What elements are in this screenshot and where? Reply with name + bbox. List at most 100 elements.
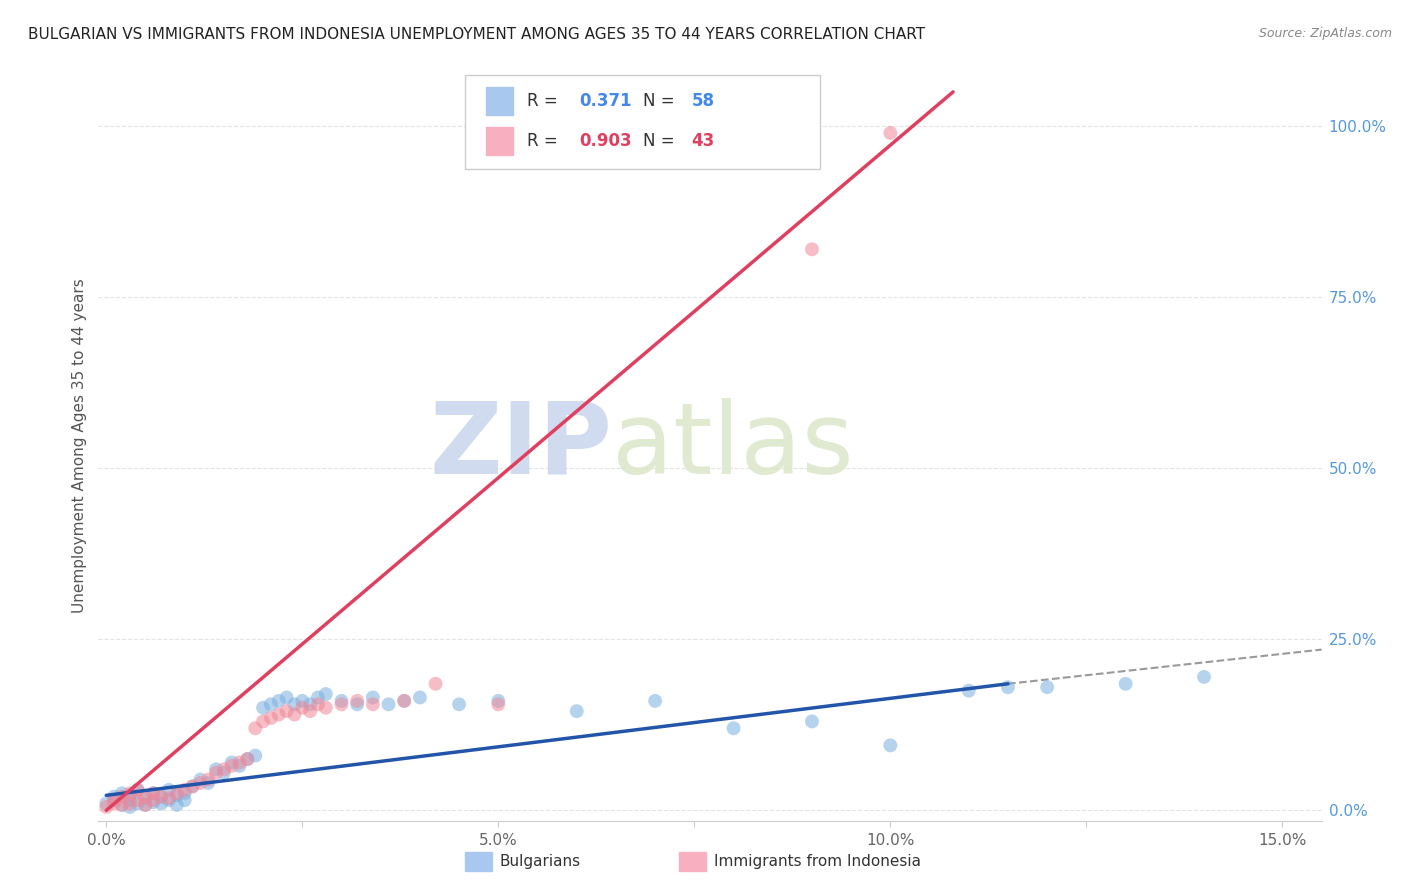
Point [157,793,180,807]
Text: Source: ZipAtlas.com: Source: ZipAtlas.com [1258,27,1392,40]
Point [166,789,188,803]
Text: BULGARIAN VS IMMIGRANTS FROM INDONESIA UNEMPLOYMENT AMONG AGES 35 TO 44 YEARS CO: BULGARIAN VS IMMIGRANTS FROM INDONESIA U… [28,27,925,42]
Point [173,782,195,797]
Point [188,776,212,790]
Point [307,698,329,712]
Text: 43: 43 [692,132,714,150]
Y-axis label: Unemployment Among Ages 35 to 44 years: Unemployment Among Ages 35 to 44 years [72,278,87,614]
Point [307,690,329,705]
Point [96,797,118,811]
Point [315,687,337,701]
Point [103,797,125,811]
FancyBboxPatch shape [465,75,820,169]
Point [425,677,447,691]
Point [291,700,314,714]
Point [409,690,432,705]
Text: ZIP: ZIP [429,398,612,494]
Point [997,680,1019,694]
Point [236,752,259,766]
Point [96,800,118,814]
Point [392,694,415,708]
Point [127,793,149,807]
Text: 0.371: 0.371 [579,92,631,111]
FancyBboxPatch shape [486,87,513,115]
Point [142,786,165,800]
Point [181,780,204,794]
Text: N =: N = [643,132,679,150]
Point [723,721,745,735]
Point [142,786,165,800]
Point [1036,680,1059,694]
Point [957,683,980,698]
Point [346,698,368,712]
Point [127,782,149,797]
Point [283,698,305,712]
Point [267,694,290,708]
Point [103,789,125,804]
Point [879,126,901,140]
Point [142,793,165,807]
FancyBboxPatch shape [486,127,513,154]
Point [1115,677,1137,691]
Text: Bulgarians: Bulgarians [499,854,581,869]
Point [291,694,314,708]
Point [486,694,509,708]
Point [252,700,274,714]
Point [111,786,134,800]
Point [245,721,267,735]
Point [166,786,188,800]
Point [221,756,243,770]
Point [134,797,156,812]
Point [150,789,173,804]
Text: R =: R = [526,92,562,111]
Point [212,765,235,780]
Point [127,782,149,797]
Point [377,698,399,712]
Point [260,698,283,712]
Point [134,797,156,812]
Point [157,782,180,797]
Point [118,800,141,814]
Point [644,694,666,708]
Point [299,704,322,718]
Point [252,714,274,729]
Point [260,711,283,725]
Point [197,776,219,790]
Point [103,793,125,807]
Point [150,789,173,804]
FancyBboxPatch shape [679,852,706,871]
Point [236,752,259,766]
Point [801,714,824,729]
Point [879,739,901,753]
Point [150,797,173,811]
FancyBboxPatch shape [465,852,492,871]
Point [801,242,824,256]
Point [245,748,267,763]
Point [276,704,298,718]
Point [134,791,156,805]
Text: 58: 58 [692,92,714,111]
Point [361,698,384,712]
Point [228,759,250,773]
Point [111,797,134,812]
Point [346,694,368,708]
Point [315,700,337,714]
Point [181,780,204,794]
Point [283,707,305,722]
Point [392,694,415,708]
Point [267,707,290,722]
Point [118,789,141,803]
Point [361,690,384,705]
Point [118,793,141,807]
Point [212,762,235,776]
Point [221,759,243,773]
Point [205,762,228,776]
Point [173,786,195,800]
Point [118,786,141,800]
Text: 0.903: 0.903 [579,132,631,150]
Point [127,797,149,811]
Point [111,789,134,804]
Point [142,795,165,809]
Point [486,698,509,712]
Point [330,694,353,708]
